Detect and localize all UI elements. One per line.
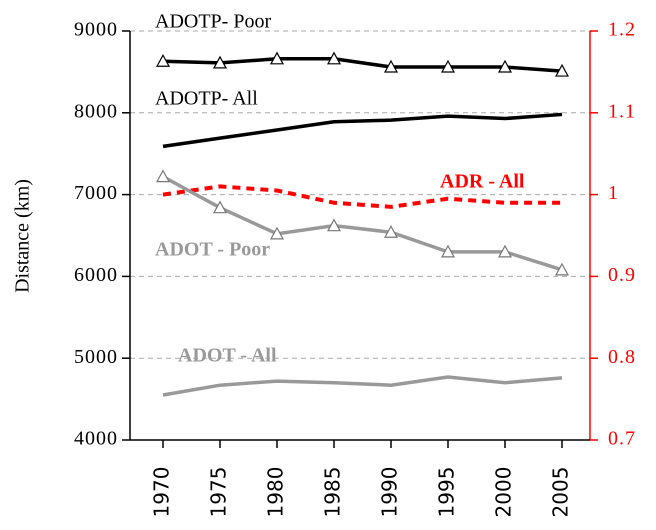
series-label: ADOT - Poor (155, 239, 270, 261)
marker (554, 262, 570, 276)
series-line (162, 112, 563, 149)
marker (554, 63, 570, 77)
y2-tick-label: 1.2 (608, 19, 636, 41)
y2-tick-label: 1.1 (608, 100, 636, 122)
series-line (162, 375, 563, 397)
x-tick-label: 1980 (264, 467, 288, 518)
series-label: ADR - All (440, 171, 525, 193)
marker (155, 54, 171, 67)
series-label: ADOTP- All (155, 88, 258, 110)
y2-tick-label: 0.7 (608, 428, 636, 450)
marker (383, 224, 399, 238)
series-label: ADOT - All (178, 345, 277, 367)
series-line (162, 57, 563, 73)
marker (440, 244, 456, 258)
series-line (162, 184, 562, 209)
marker (212, 200, 228, 214)
x-tick-label: 1985 (321, 467, 345, 518)
marker (269, 226, 285, 240)
marker (326, 51, 342, 65)
y2-tick-label: 0.8 (608, 346, 636, 368)
marker (326, 218, 342, 232)
y-tick-label: 8000 (74, 100, 118, 122)
marker (383, 59, 399, 73)
x-tick-label: 1970 (150, 467, 174, 518)
marker (269, 51, 285, 65)
marker (212, 55, 228, 69)
marker (497, 59, 513, 73)
y2-tick-label: 1 (608, 182, 619, 204)
y-tick-label: 6000 (74, 264, 118, 286)
marker (155, 169, 171, 183)
y-tick-label: 4000 (74, 428, 118, 450)
series-line (162, 175, 563, 272)
x-tick-label: 2000 (492, 467, 516, 518)
y-axis-label: Distance (km) (12, 179, 34, 293)
series-label: ADOTP- Poor (155, 11, 271, 33)
x-tick-label: 2005 (549, 467, 573, 518)
y2-tick-label: 0.9 (608, 264, 636, 286)
y-tick-label: 5000 (74, 346, 118, 368)
y-tick-label: 9000 (74, 19, 118, 41)
x-tick-label: 1990 (378, 467, 402, 518)
marker (440, 59, 456, 73)
y-tick-label: 7000 (74, 182, 118, 204)
x-tick-label: 1995 (435, 467, 459, 518)
x-tick-label: 1975 (207, 467, 231, 518)
marker (497, 244, 513, 258)
